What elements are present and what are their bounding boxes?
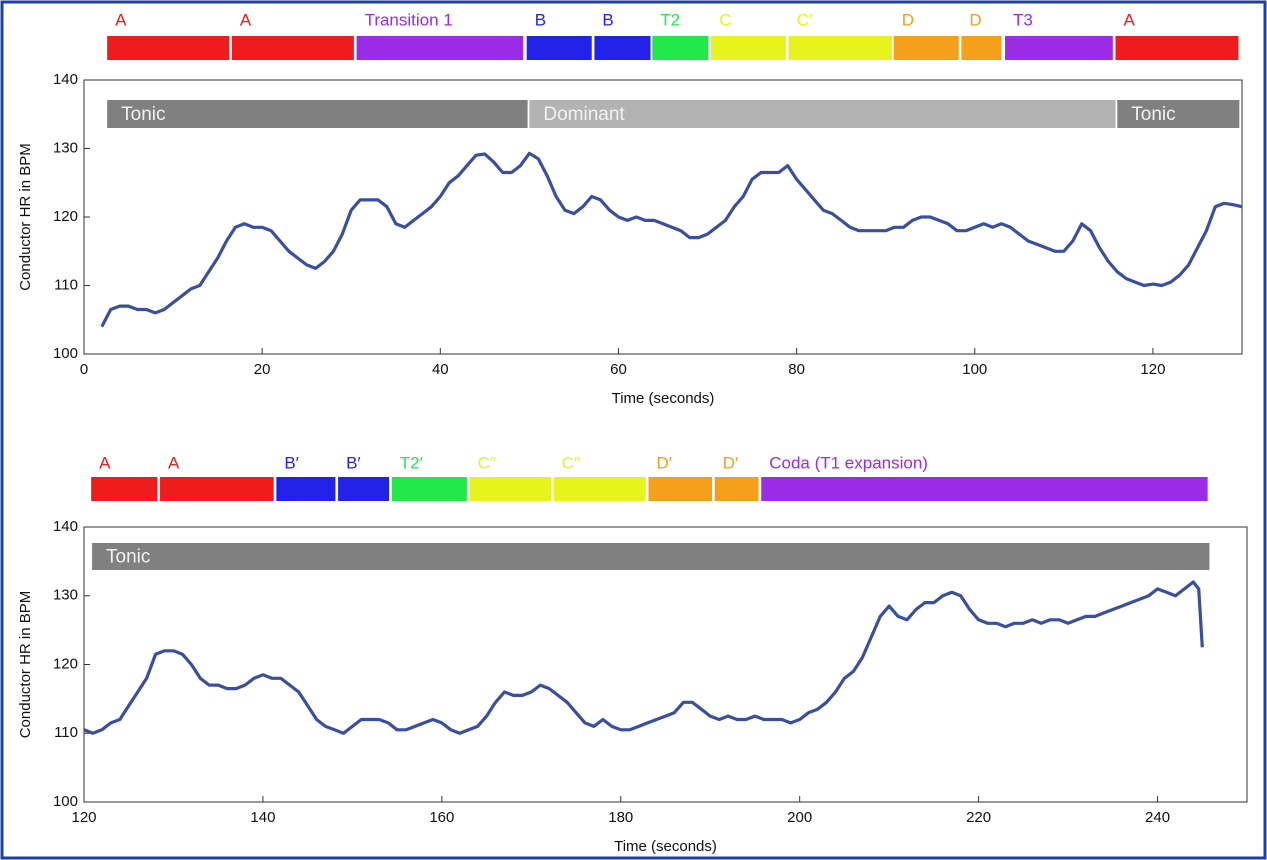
section-label: A	[99, 453, 111, 472]
y-tick-label: 120	[53, 208, 78, 225]
section-label: Transition 1	[365, 10, 453, 29]
x-tick-label: 200	[787, 809, 812, 826]
section-label: T2′	[400, 453, 423, 472]
x-tick-label: 120	[71, 809, 96, 826]
section-bar	[893, 36, 959, 60]
section-label: T3	[1013, 10, 1033, 29]
x-tick-label: 20	[254, 361, 271, 378]
x-tick-label: 120	[1140, 361, 1165, 378]
section-label: A	[240, 10, 252, 29]
section-bar	[714, 477, 759, 501]
section-bar	[1005, 36, 1113, 60]
y-axis-label: Conductor HR in BPM	[17, 143, 34, 291]
key-bar	[107, 100, 528, 128]
section-bar	[961, 36, 1002, 60]
y-tick-label: 130	[53, 139, 78, 156]
x-tick-label: 80	[788, 361, 805, 378]
section-bar	[553, 477, 646, 501]
key-bar	[1117, 100, 1240, 128]
section-label: T2	[660, 10, 680, 29]
section-bar	[107, 36, 230, 60]
section-label: D′	[657, 453, 672, 472]
section-bar	[91, 477, 158, 501]
section-bar	[276, 477, 336, 501]
section-bar	[761, 477, 1208, 501]
y-tick-label: 110	[54, 724, 78, 741]
section-label: Coda (T1 expansion)	[769, 453, 928, 472]
x-axis-label: Time (seconds)	[612, 390, 715, 407]
section-label: C″	[562, 453, 580, 472]
section-bar	[356, 36, 524, 60]
x-tick-label: 100	[962, 361, 987, 378]
section-label: A	[168, 453, 180, 472]
section-label: B	[602, 10, 613, 29]
section-label: B′	[284, 453, 299, 472]
section-bar	[391, 477, 467, 501]
section-label: D′	[723, 453, 738, 472]
x-tick-label: 40	[432, 361, 449, 378]
key-bar	[92, 543, 1210, 570]
section-label: A	[1124, 10, 1136, 29]
y-tick-label: 100	[53, 793, 78, 810]
x-tick-label: 220	[966, 809, 991, 826]
section-bar	[648, 477, 713, 501]
key-label: Dominant	[543, 104, 625, 125]
y-tick-label: 100	[53, 345, 78, 362]
x-tick-label: 160	[429, 809, 454, 826]
section-label: C	[719, 10, 731, 29]
x-axis-label: Time (seconds)	[614, 838, 717, 855]
section-bar	[594, 36, 651, 60]
section-label: D	[902, 10, 914, 29]
section-bar	[711, 36, 786, 60]
key-label: Tonic	[121, 104, 165, 125]
section-bar	[469, 477, 551, 501]
section-label: A	[115, 10, 127, 29]
key-label: Tonic	[106, 547, 150, 568]
section-label: D	[969, 10, 981, 29]
x-tick-label: 0	[80, 361, 88, 378]
section-bar	[231, 36, 354, 60]
y-axis-label: Conductor HR in BPM	[17, 591, 34, 739]
section-bar	[338, 477, 390, 501]
section-bar	[1115, 36, 1239, 60]
y-tick-label: 140	[53, 518, 78, 535]
key-bar	[529, 100, 1116, 128]
y-tick-label: 110	[54, 276, 78, 293]
section-label: C′	[797, 10, 812, 29]
section-label: C″	[478, 453, 496, 472]
key-label: Tonic	[1131, 104, 1175, 125]
y-tick-label: 130	[53, 587, 78, 604]
y-tick-label: 120	[53, 655, 78, 672]
x-tick-label: 140	[250, 809, 275, 826]
section-label: B	[535, 10, 546, 29]
x-tick-label: 180	[608, 809, 633, 826]
x-tick-label: 240	[1145, 809, 1170, 826]
section-bar	[788, 36, 892, 60]
section-bar	[160, 477, 274, 501]
hr-line	[100, 151, 1243, 328]
y-tick-label: 140	[53, 71, 78, 88]
section-label: B′	[346, 453, 361, 472]
x-tick-label: 60	[610, 361, 627, 378]
section-bar	[652, 36, 709, 60]
hr-line	[83, 580, 1204, 735]
section-bar	[526, 36, 592, 60]
